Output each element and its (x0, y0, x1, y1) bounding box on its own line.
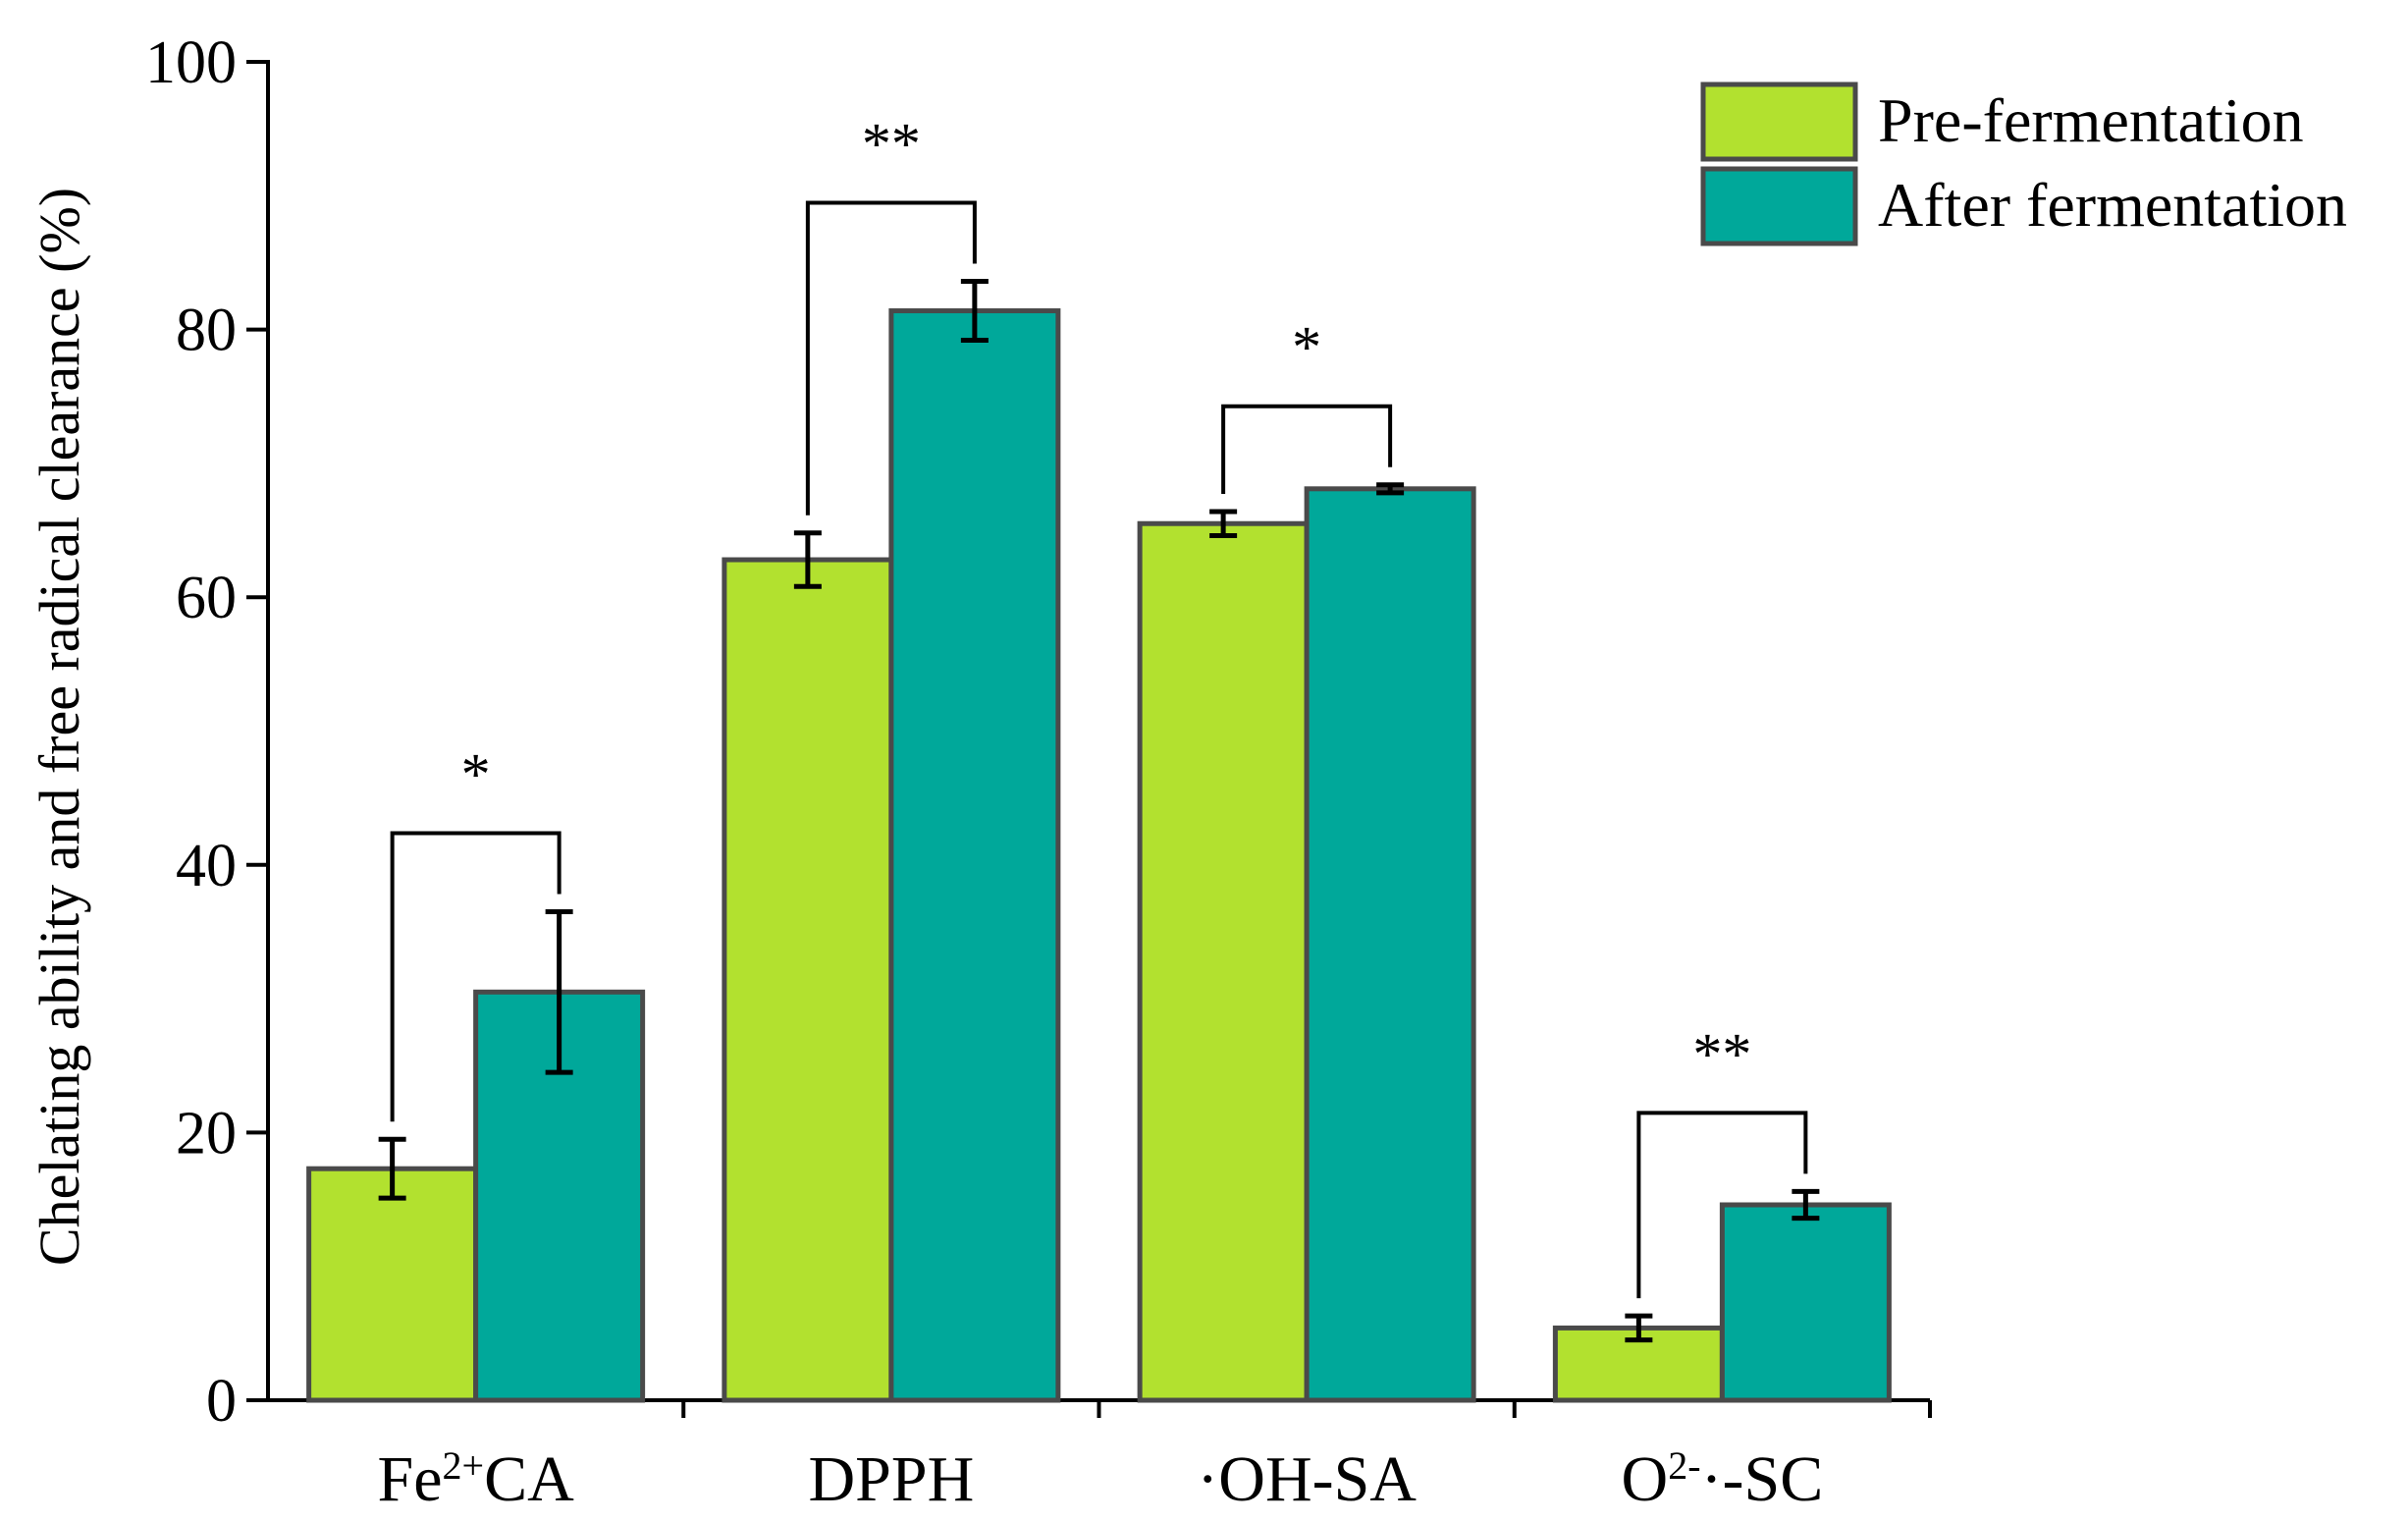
x-tick-label: DPPH (809, 1443, 975, 1515)
bar (888, 308, 1061, 1403)
y-tick-label: 100 (145, 29, 237, 96)
legend-label: After fermentation (1878, 170, 2347, 240)
legend: Pre-fermentation After fermentation (1700, 82, 2347, 246)
legend-label: Pre-fermentation (1878, 85, 2304, 155)
bar (306, 1166, 479, 1403)
significance-label: * (1292, 315, 1321, 380)
legend-swatch (1700, 166, 1858, 246)
bar (1304, 486, 1476, 1403)
y-tick-label: 0 (206, 1368, 237, 1435)
y-axis-label: Chelating ability and free radical clear… (27, 188, 91, 1266)
y-tick-label: 80 (176, 298, 237, 364)
significance-label: ** (1692, 1021, 1751, 1086)
legend-swatch (1700, 82, 1858, 162)
x-tick-label: ·OH-SA (1197, 1443, 1417, 1515)
significance-bracket (1636, 1111, 1808, 1299)
bar (1137, 520, 1310, 1403)
y-tick-label: 60 (176, 565, 237, 631)
y-tick-label: 40 (176, 833, 237, 899)
bar (1719, 1202, 1892, 1403)
x-tick-label: Fe2+CA (378, 1443, 575, 1516)
axes: 0 20 40 60 80 100 Fe2+CA DPPH ·OH-SA O2-·-SC (145, 29, 1932, 1516)
bar (722, 557, 894, 1403)
significance-bracket (390, 831, 562, 1122)
x-tick-label: O2-·-SC (1622, 1443, 1824, 1516)
significance-label: ** (862, 112, 921, 177)
significance-bracket (805, 200, 977, 516)
bars (306, 279, 1892, 1403)
y-tick-label: 20 (176, 1100, 237, 1167)
significance-bracket (1221, 404, 1393, 494)
significance-label: * (461, 742, 491, 807)
significance-markers: ****** (390, 112, 1808, 1299)
